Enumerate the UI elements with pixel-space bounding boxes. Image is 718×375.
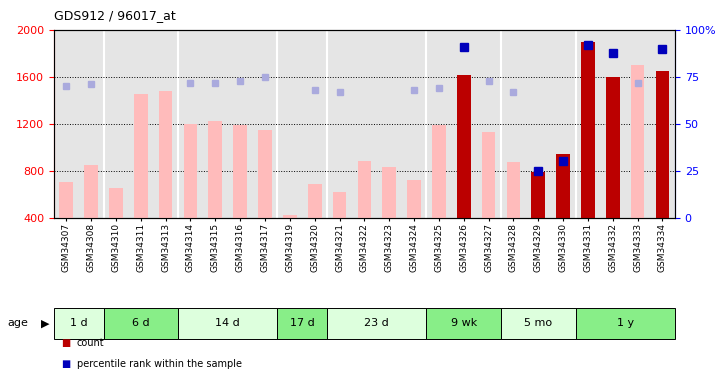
Bar [457,75,470,217]
Bar [184,124,197,218]
Text: ■: ■ [61,359,70,369]
Bar [109,188,123,218]
Bar [452,30,476,217]
Text: ▶: ▶ [41,318,50,328]
Bar [208,122,222,218]
Bar [426,308,501,339]
Text: 17 d: 17 d [290,318,314,328]
Bar [153,30,178,217]
Text: 14 d: 14 d [215,318,240,328]
Bar [283,215,297,217]
Bar [507,162,521,218]
Text: 23 d: 23 d [365,318,389,328]
Bar [551,30,576,217]
Bar [531,172,545,217]
Bar [352,30,377,217]
Bar [277,308,327,339]
Bar [277,30,302,217]
Bar [600,30,625,217]
Bar [84,165,98,218]
Bar [103,308,178,339]
Bar [178,30,203,217]
Text: 5 mo: 5 mo [524,318,552,328]
Bar [625,30,650,217]
Bar [432,125,446,217]
Text: 9 wk: 9 wk [451,318,477,328]
Bar [401,30,426,217]
Text: ■: ■ [61,338,70,348]
Bar [581,42,595,218]
Bar [103,30,129,217]
Bar [482,132,495,218]
Bar [650,30,675,217]
Bar [476,30,501,217]
Bar [79,30,103,217]
Bar [426,30,452,217]
Bar [556,154,570,218]
Bar [302,30,327,217]
Text: 6 d: 6 d [132,318,149,328]
Bar [129,30,153,217]
Bar [501,30,526,217]
Bar [631,65,645,218]
Bar [203,30,228,217]
Bar [332,192,346,217]
Bar [606,77,620,218]
Bar [159,91,172,218]
Bar [178,308,277,339]
Bar [407,180,421,218]
Text: 1 d: 1 d [70,318,88,328]
Bar [377,30,401,217]
Bar [258,130,272,218]
Bar [656,71,669,217]
Bar [54,308,103,339]
Bar [327,30,352,217]
Bar [233,125,247,217]
Text: GDS912 / 96017_at: GDS912 / 96017_at [54,9,176,22]
Bar [134,94,148,218]
Bar [60,182,73,218]
Text: percentile rank within the sample: percentile rank within the sample [77,359,242,369]
Bar [526,30,551,217]
Bar [253,30,277,217]
Bar [501,308,576,339]
Text: 1 y: 1 y [617,318,634,328]
Bar [576,30,600,217]
Text: age: age [7,318,28,328]
Bar [576,308,675,339]
Bar [327,308,426,339]
Bar [358,161,371,218]
Bar [54,30,79,217]
Bar [308,183,322,218]
Bar [383,167,396,217]
Bar [228,30,253,217]
Text: count: count [77,338,104,348]
